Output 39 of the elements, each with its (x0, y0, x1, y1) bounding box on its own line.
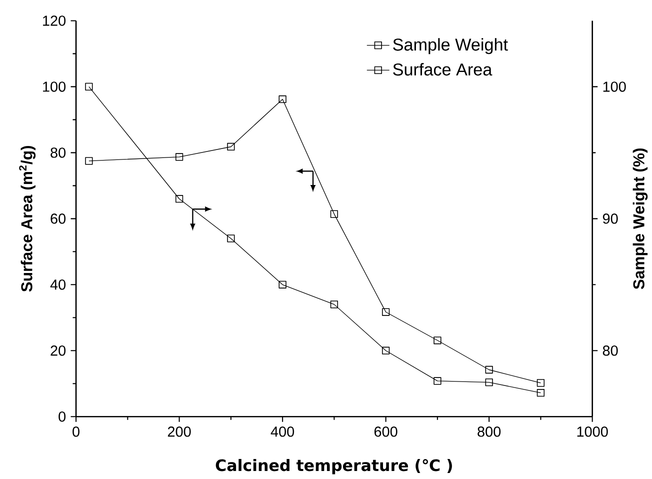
point (227, 234, 235, 242)
y2-axis-title: Sample Weight (%) (632, 148, 648, 290)
point (536, 389, 545, 397)
x-tick-label: 200 (168, 426, 191, 437)
point (434, 336, 442, 344)
x-tick-label: 800 (478, 426, 501, 437)
x-tick-label: 400 (270, 426, 294, 437)
point (330, 210, 338, 218)
point (434, 377, 442, 385)
y2-tick-label: 100 (603, 82, 626, 92)
legend-label: Sample Weight (393, 38, 508, 54)
x-tick-label: 600 (374, 426, 398, 437)
y-tick-label: 40 (50, 280, 66, 290)
y-tick-label: 60 (50, 214, 66, 224)
y-tick-label: 100 (43, 82, 66, 92)
point (485, 378, 493, 386)
point (175, 153, 184, 161)
point (227, 143, 235, 151)
x-tick-label: 0 (72, 426, 80, 437)
point (175, 195, 184, 203)
y-axis-title: Surface Area (m$^{2}$/g) (19, 146, 36, 292)
x-tick-label: 1000 (577, 426, 608, 437)
legend-label: Surface Area (393, 63, 492, 76)
point (278, 280, 286, 289)
y2-tick-label: 80 (602, 346, 618, 356)
y-tick-label: 80 (50, 148, 66, 158)
point (85, 83, 93, 91)
point (278, 96, 286, 104)
point (382, 346, 390, 355)
y-tick-label: 120 (43, 16, 66, 26)
point (536, 379, 545, 387)
point (85, 157, 93, 165)
y-tick-label: 0 (58, 412, 66, 422)
point (382, 308, 390, 316)
y-tick-label: 20 (50, 346, 66, 356)
y2-tick-label: 90 (602, 214, 618, 224)
point (485, 366, 493, 374)
x-axis-title: Calcined temperature (℃ ) (216, 459, 452, 474)
point (330, 300, 338, 308)
